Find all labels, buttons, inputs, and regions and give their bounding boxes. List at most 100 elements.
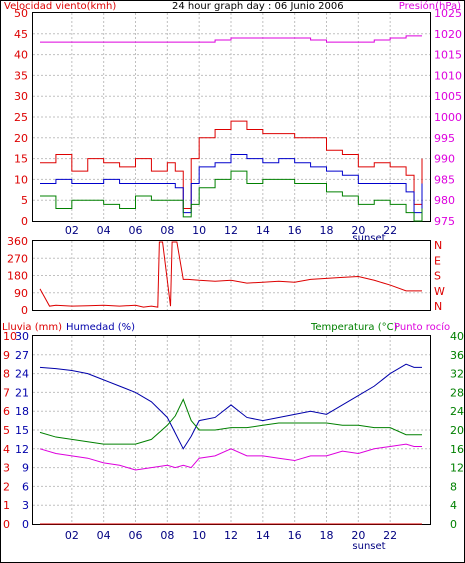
humidity-panel-series [39,363,422,525]
humidity-axis-label: Humedad (%) [66,322,135,333]
wind_avg-series [40,153,423,214]
x-tick-label: 20 [351,224,365,237]
x-tick-label: 12 [224,529,238,542]
rain-tick-label: 3 [3,462,10,475]
humidity-series [39,363,422,450]
humidity-tick-label: 9 [22,462,29,475]
rain-axis-label: Lluvia (mm) [2,322,62,333]
direction-left-ticks: 0 90 180 270 360 [7,235,28,317]
temperature-tick-label: 0 [450,518,457,531]
x-tick-label: 04 [97,224,111,237]
x-tick-label: 18 [320,224,334,237]
wind-tick-label: 50 [14,7,28,20]
humidity-tick-label: 3 [22,499,29,512]
rain-tick-label: 9 [3,349,10,362]
pressure-tick-label: 995 [434,132,455,145]
pressure-tick-label: 1000 [434,111,462,124]
temperature-tick-label: 16 [450,443,464,456]
temperature-tick-label: 20 [450,424,464,437]
wind-tick-label: 35 [14,69,28,82]
x-tick-label: 16 [288,529,302,542]
direction-tick-label: 0 [21,304,28,317]
temperature-right-ticks: 0 4 8 12 16 20 24 28 32 36 40 [450,330,464,531]
direction-tick-label: 360 [7,235,28,248]
wind-tick-label: 25 [14,111,28,124]
x-tick-label: 04 [97,529,111,542]
direction-tick-label: 180 [7,270,28,283]
rain-tick-label: 8 [3,368,10,381]
humidity-x-ticks: 02 04 06 08 10 12 14 16 18 20 22 [65,529,397,542]
direction-tick-label: 90 [14,287,28,300]
temperature-tick-label: 8 [450,480,457,493]
humidity-tick-label: 30 [15,330,29,343]
temperature-tick-label: 28 [450,386,464,399]
x-tick-label: 14 [256,224,270,237]
chart-title: 24 hour graph day : 06 Junio 2006 [172,1,344,12]
x-tick-label: 06 [129,529,143,542]
wind-panel-grid [33,13,430,221]
pressure-tick-label: 990 [434,153,455,166]
pressure-tick-label: 980 [434,194,455,207]
sunset-label-3: sunset [352,541,385,552]
x-tick-label: 18 [320,529,334,542]
rain-tick-label: 10 [3,330,17,343]
wind-tick-label: 10 [14,173,28,186]
humidity-tick-label: 12 [15,443,29,456]
humidity-tick-label: 6 [22,480,29,493]
pressure-right-axis-label: Presión(hPa) [399,0,461,12]
x-tick-label: 02 [65,224,79,237]
direction-panel-series [39,241,422,308]
temperature-tick-label: 24 [450,405,464,418]
temperature-tick-label: 12 [450,462,464,475]
dewpoint-axis-label: Punto rocío [394,321,450,333]
rain-tick-label: 5 [3,424,10,437]
temperature-tick-label: 32 [450,368,464,381]
pressure-tick-label: 1025 [434,7,462,20]
dewpoint-series [39,443,422,471]
humidity-tick-label: 18 [15,405,29,418]
pressure-tick-label: 1015 [434,49,462,62]
pressure-tick-label: 975 [434,215,455,228]
humidity-tick-label: 24 [15,368,29,381]
wind-left-axis-label: Velocidad viento(kmh) [4,1,116,12]
direction-tick-label: 270 [7,252,28,265]
humidity-tick-label: 0 [22,518,29,531]
pressure-right-ticks: 975 980 985 990 995 1000 1005 1010 1015 1020 1025 [434,7,462,228]
wind-tick-label: 30 [14,90,28,103]
direction-series [39,241,422,308]
wind-left-ticks: 0 5 10 15 20 25 30 35 40 45 50 [14,7,28,228]
pressure-tick-label: 1005 [434,90,462,103]
wind-panel-series [40,35,423,222]
x-tick-label: 22 [383,529,397,542]
x-tick-label: 08 [160,529,174,542]
direction-panel-grid [33,241,430,310]
rain-tick-label: 4 [3,443,10,456]
humidity-tick-label: 15 [15,424,29,437]
x-tick-label: 20 [351,529,365,542]
wind-tick-label: 20 [14,132,28,145]
compass-label: N [434,300,442,313]
sunset-label-1: sunset [352,233,385,244]
wind-tick-label: 45 [14,28,28,41]
wind_min-series [40,170,423,222]
temperature-series [39,398,422,445]
pressure-tick-label: 985 [434,173,455,186]
compass-label: E [434,254,441,267]
wind-tick-label: 0 [21,215,28,228]
temperature-tick-label: 40 [450,330,464,343]
temperature-tick-label: 36 [450,349,464,362]
humidity-left-ticks: 0 3 6 9 12 15 18 21 24 27 30 [15,330,29,531]
wind-x-ticks: 02 04 06 08 10 12 14 16 18 20 22 [65,224,397,237]
rain-tick-label: 7 [3,386,10,399]
humidity-tick-label: 27 [15,349,29,362]
rain-left-ticks: 0 1 2 3 4 5 6 7 8 9 10 [3,330,17,531]
wind-tick-label: 40 [14,49,28,62]
wind_gust-series [40,120,423,210]
x-tick-label: 08 [160,224,174,237]
compass-label: S [434,270,441,283]
temperature-axis-label: Temperatura (°C) [310,322,398,333]
rain-tick-label: 0 [3,518,10,531]
x-tick-label: 02 [65,529,79,542]
